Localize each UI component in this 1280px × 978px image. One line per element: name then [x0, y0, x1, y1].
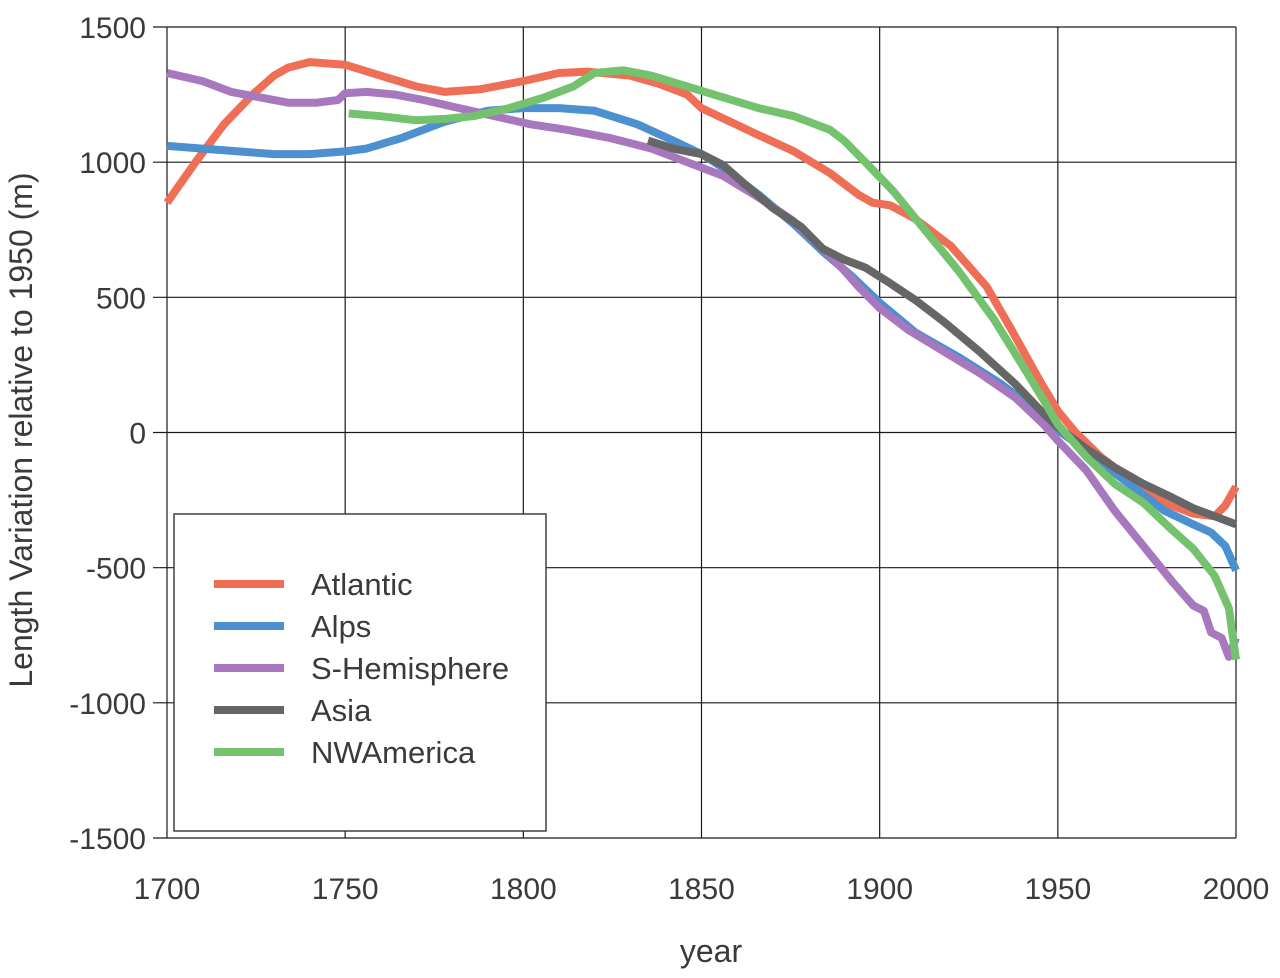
x-axis-label: year — [680, 933, 743, 969]
legend-label: NWAmerica — [311, 735, 476, 770]
legend-box — [173, 513, 547, 832]
series-lines — [163, 58, 1240, 661]
y-tick-label: 1500 — [79, 12, 146, 45]
x-tick-label: 1900 — [846, 873, 913, 906]
y-tick-label: -1500 — [69, 823, 146, 856]
y-tick-label: 500 — [96, 282, 146, 315]
y-tick-label: -500 — [86, 553, 146, 586]
y-tick-label: -1000 — [69, 688, 146, 721]
series-line-asia — [646, 136, 1238, 529]
x-tick-label: 1800 — [490, 873, 557, 906]
legend-label: Alps — [311, 609, 371, 644]
y-axis-label: Length Variation relative to 1950 (m) — [3, 172, 39, 687]
series-line-atlantic — [163, 58, 1240, 521]
y-tick-label: 0 — [129, 418, 146, 451]
legend-label: Atlantic — [311, 567, 413, 602]
x-tick-label: 2000 — [1203, 873, 1270, 906]
series-line-nwamerica — [348, 66, 1240, 661]
x-tick-label: 1750 — [312, 873, 379, 906]
x-tick-label: 1700 — [134, 873, 201, 906]
tick-labels: 1700 1750 1800 1850 1900 1950 2000 1500 1000 500 0… — [69, 12, 1269, 906]
legend-label: Asia — [311, 693, 372, 728]
x-tick-label: 1950 — [1024, 873, 1091, 906]
legend-label: S-Hemisphere — [311, 651, 509, 686]
legend: Atlantic Alps S-Hemisphere Asia NWAmerica — [173, 513, 547, 832]
x-tick-label: 1850 — [668, 873, 735, 906]
y-tick-label: 1000 — [79, 147, 146, 180]
